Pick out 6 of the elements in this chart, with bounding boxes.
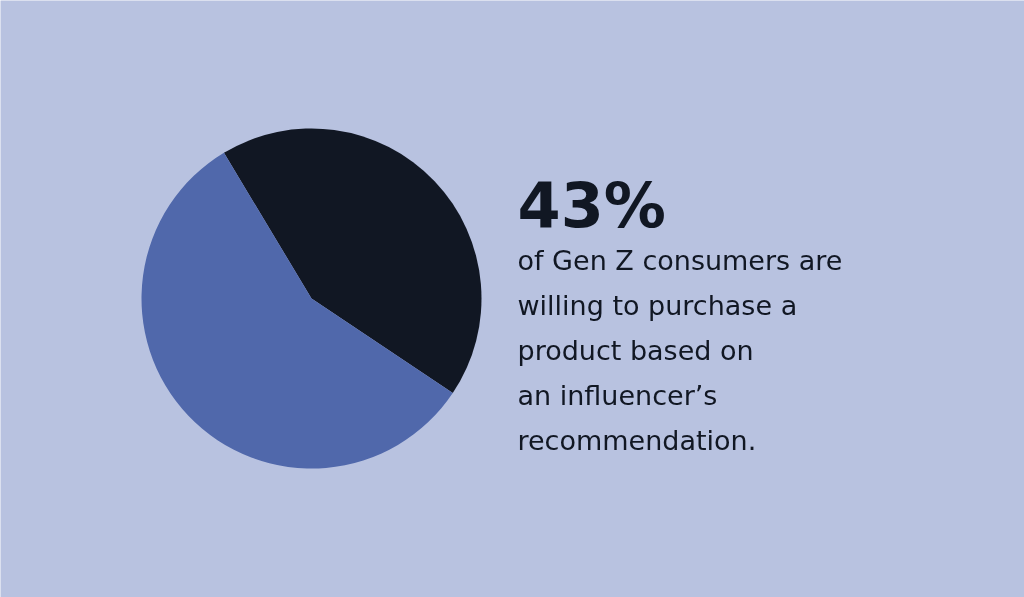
text: product based on bbox=[517, 335, 754, 366]
text: 43% bbox=[517, 169, 666, 242]
text: recommendation. bbox=[517, 425, 757, 456]
text: an influencer’s bbox=[517, 380, 718, 411]
text: of Gen Z consumers are bbox=[517, 245, 843, 276]
text: willing to purchase a bbox=[517, 290, 798, 321]
